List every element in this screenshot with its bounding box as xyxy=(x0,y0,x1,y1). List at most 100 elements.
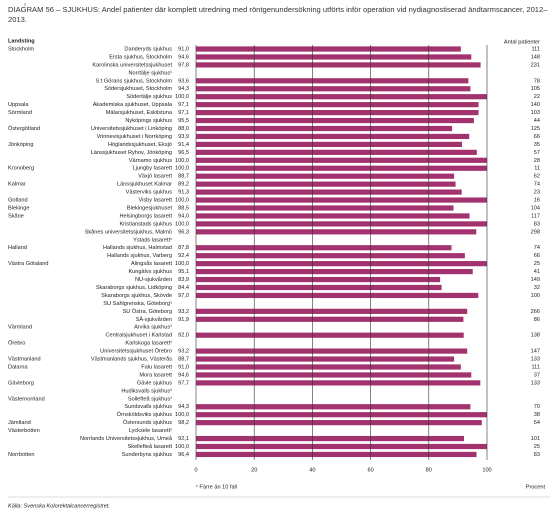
hospital-label: Arvika sjukhus¹ xyxy=(134,325,172,331)
chart-title: DIAGRAM 56 – SJUKHUS: Andel patienter dä… xyxy=(8,5,548,24)
patient-count: 62 xyxy=(534,174,540,180)
bar xyxy=(196,276,441,283)
hospital-label: Hudiksvalls sjukhus¹ xyxy=(121,388,172,394)
hospital-label: Ystads lasarett¹ xyxy=(133,237,172,243)
value-label: 100,0 xyxy=(175,158,189,164)
hospital-label: Höglandssjukhuset, Eksjö xyxy=(108,142,172,148)
hospital-label: Danderyds sjukhus xyxy=(124,46,172,52)
bar xyxy=(196,332,464,338)
bar xyxy=(196,62,481,68)
x-tick-label: 40 xyxy=(309,467,315,473)
patient-count: 66 xyxy=(534,134,540,140)
region-label: Västra Götaland xyxy=(8,261,48,267)
patient-count: 23 xyxy=(534,190,540,196)
hospital-label: Skaraborgs sjukhus, Skövde xyxy=(101,293,172,299)
bar xyxy=(196,173,455,179)
value-label: 92,4 xyxy=(178,253,189,259)
hospital-label: Mora lasarett xyxy=(139,372,172,378)
value-label: 100,0 xyxy=(175,444,189,450)
region-label: Jämtland xyxy=(8,420,31,426)
bar xyxy=(196,213,470,219)
value-label: 89,2 xyxy=(178,182,189,188)
patient-count: 28 xyxy=(534,158,540,164)
bar xyxy=(196,181,456,187)
bar xyxy=(196,261,487,267)
bar xyxy=(196,269,473,275)
patient-count: 83 xyxy=(534,452,540,458)
bar xyxy=(196,443,487,450)
patients-header: Antal patienter xyxy=(504,39,540,45)
region-label: Gävleborg xyxy=(8,380,34,386)
value-label: 94,6 xyxy=(178,372,189,378)
hospital-label: Sollefteå sjukhus¹ xyxy=(128,395,172,402)
hospital-label: Östersunds sjukhus xyxy=(123,419,172,426)
hospital-label: Nyköpings sjukhus xyxy=(125,118,172,124)
value-label: 100,0 xyxy=(175,221,189,227)
patient-count: 11 xyxy=(534,166,540,172)
patient-count: 103 xyxy=(531,110,540,116)
bar xyxy=(196,420,482,426)
bar xyxy=(196,245,452,251)
bar xyxy=(196,364,461,370)
hospital-label: Hallands sjukhus, Varberg xyxy=(107,253,172,259)
bar xyxy=(196,380,481,386)
patient-count: 35 xyxy=(534,142,540,148)
value-label: 94,0 xyxy=(178,213,189,219)
hospital-label: Kungälvs sjukhus xyxy=(128,269,172,275)
bar xyxy=(196,229,477,235)
bar xyxy=(196,253,465,259)
value-label: 97,7 xyxy=(178,380,189,386)
hospital-label: SU Sahlgrenska, Göteborg¹ xyxy=(103,301,172,307)
bar xyxy=(196,165,487,171)
patient-count: 37 xyxy=(534,372,540,378)
patient-count: 66 xyxy=(534,253,540,259)
value-label: 93,2 xyxy=(178,309,189,315)
bar xyxy=(196,86,471,92)
patient-count: 111 xyxy=(531,46,540,52)
bar xyxy=(196,197,487,203)
hospital-label: Sundsvalls sjukhus xyxy=(124,404,172,410)
footnote: ¹ Färre än 10 fall xyxy=(196,484,237,490)
patient-count: 100 xyxy=(531,293,540,299)
value-label: 83,9 xyxy=(178,277,189,283)
patient-count: 147 xyxy=(531,349,540,355)
patient-count: 86 xyxy=(534,317,540,323)
hospital-label: NU-sjukvården xyxy=(135,276,172,283)
hospital-label: Ersta sjukhus, Stockholm xyxy=(109,54,172,60)
bar xyxy=(196,348,468,354)
value-label: 96,4 xyxy=(178,452,189,458)
hospital-label: Gävle sjukhus xyxy=(137,380,172,386)
bar xyxy=(196,78,469,84)
region-label: Jönköping xyxy=(8,142,34,148)
value-label: 100,0 xyxy=(175,412,189,418)
patient-count: 44 xyxy=(534,118,540,124)
value-label: 91,9 xyxy=(178,317,189,323)
x-tick-label: 80 xyxy=(426,467,432,473)
patient-count: 140 xyxy=(531,102,540,108)
x-tick-label: 100 xyxy=(482,467,491,473)
x-tick-label: 60 xyxy=(367,467,373,473)
bar xyxy=(196,221,487,227)
bar xyxy=(196,284,442,291)
patient-count: 111 xyxy=(531,364,540,370)
hospital-label: Visby lasarett xyxy=(139,198,173,204)
value-label: 93,2 xyxy=(178,349,189,355)
hospital-label: Ljungby lasarett xyxy=(133,166,173,172)
region-label: Uppsala xyxy=(8,102,29,108)
x-axis-label: Procent xyxy=(526,484,546,490)
patient-count: 57 xyxy=(534,150,540,156)
patient-count: 148 xyxy=(531,54,540,60)
hospital-label: Växjö lasarett xyxy=(138,174,172,180)
hospital-label: SU Östra, Göteborg xyxy=(123,308,172,315)
hospital-label: Värnamo sjukhus xyxy=(129,158,172,164)
hospital-label: Länssjukhuset Ryhov, Jönköping xyxy=(91,150,172,156)
value-label: 93,9 xyxy=(178,134,189,140)
value-label: 96,5 xyxy=(178,150,189,156)
hospital-label: Centralsjukhuset i Karlstad xyxy=(105,333,172,339)
patient-count: 266 xyxy=(531,309,540,315)
hospital-label: Skaraborgs sjukhus, Lidköping xyxy=(96,285,172,291)
bar xyxy=(196,435,465,442)
hospital-label: Vrinnevisjukhuset i Norrköping xyxy=(97,134,172,140)
